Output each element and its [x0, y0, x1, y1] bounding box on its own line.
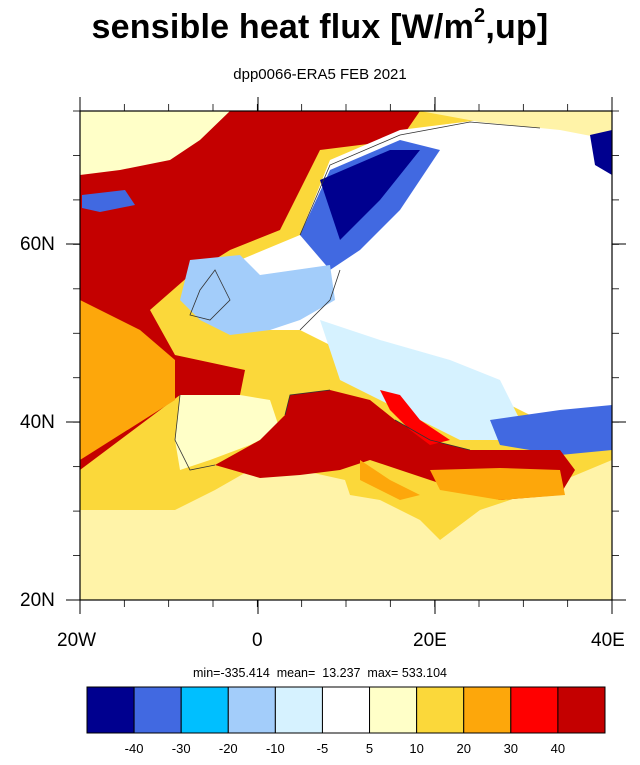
central-europe-field [320, 320, 520, 440]
colorbar-box [321, 686, 371, 734]
colorbar-label: 10 [409, 741, 424, 756]
colorbar [86, 686, 606, 734]
stats-line: min=-335.414 mean= 13.237 max= 533.104 [193, 666, 447, 680]
east-med-field [430, 468, 565, 500]
colorbar-box [86, 686, 135, 734]
arctic-blue-field [590, 130, 612, 175]
colorbar-label: 40 [550, 741, 566, 756]
y-tick-label: 40N [20, 412, 55, 433]
libya-coast-field [360, 460, 420, 500]
x-tick-label: 40E [591, 630, 625, 651]
x-tick-label: 0 [252, 630, 263, 651]
colorbar-box [416, 686, 465, 734]
x-tick-label: 20E [413, 630, 447, 651]
map-fields [80, 111, 612, 600]
y-tick-label: 20N [20, 590, 55, 611]
turkey-field [490, 405, 612, 455]
colorbar-label: -5 [316, 741, 329, 756]
arctic-east-field [420, 111, 612, 140]
map-subtitle: dpp0066-ERA5 FEB 2021 [233, 66, 407, 83]
colorbar-box [227, 686, 276, 734]
arctic-west-field [80, 111, 230, 175]
map-title: sensible heat flux [W/m2,up] [91, 4, 549, 46]
y-tick-label: 60N [20, 234, 55, 255]
uk-northsea-field [180, 255, 335, 335]
colorbar-label: 30 [503, 741, 519, 756]
adriatic-field [380, 390, 450, 445]
colorbar-label: 5 [365, 741, 374, 756]
colorbar-label: 20 [456, 741, 471, 756]
colorbar-label: -40 [124, 741, 144, 756]
x-tick-label: 20W [57, 630, 97, 651]
colorbar-box [463, 686, 512, 734]
colorbar-box [180, 686, 229, 734]
colorbar-label: -30 [171, 741, 191, 756]
colorbar-label: -20 [218, 741, 238, 756]
iberia-field [175, 395, 280, 470]
colorbar-box [133, 686, 182, 734]
colorbar-box [510, 686, 559, 734]
sahara-field [80, 460, 612, 600]
colorbar-label: -10 [265, 741, 285, 756]
colorbar-box [557, 686, 606, 734]
coastlines [174, 121, 541, 471]
minor-ticks [73, 104, 619, 607]
colorbar-box [369, 686, 418, 734]
norway-coast-field [320, 150, 420, 240]
colorbar-box [274, 686, 323, 734]
biscay-field [80, 300, 175, 460]
iceland-field [82, 190, 135, 212]
